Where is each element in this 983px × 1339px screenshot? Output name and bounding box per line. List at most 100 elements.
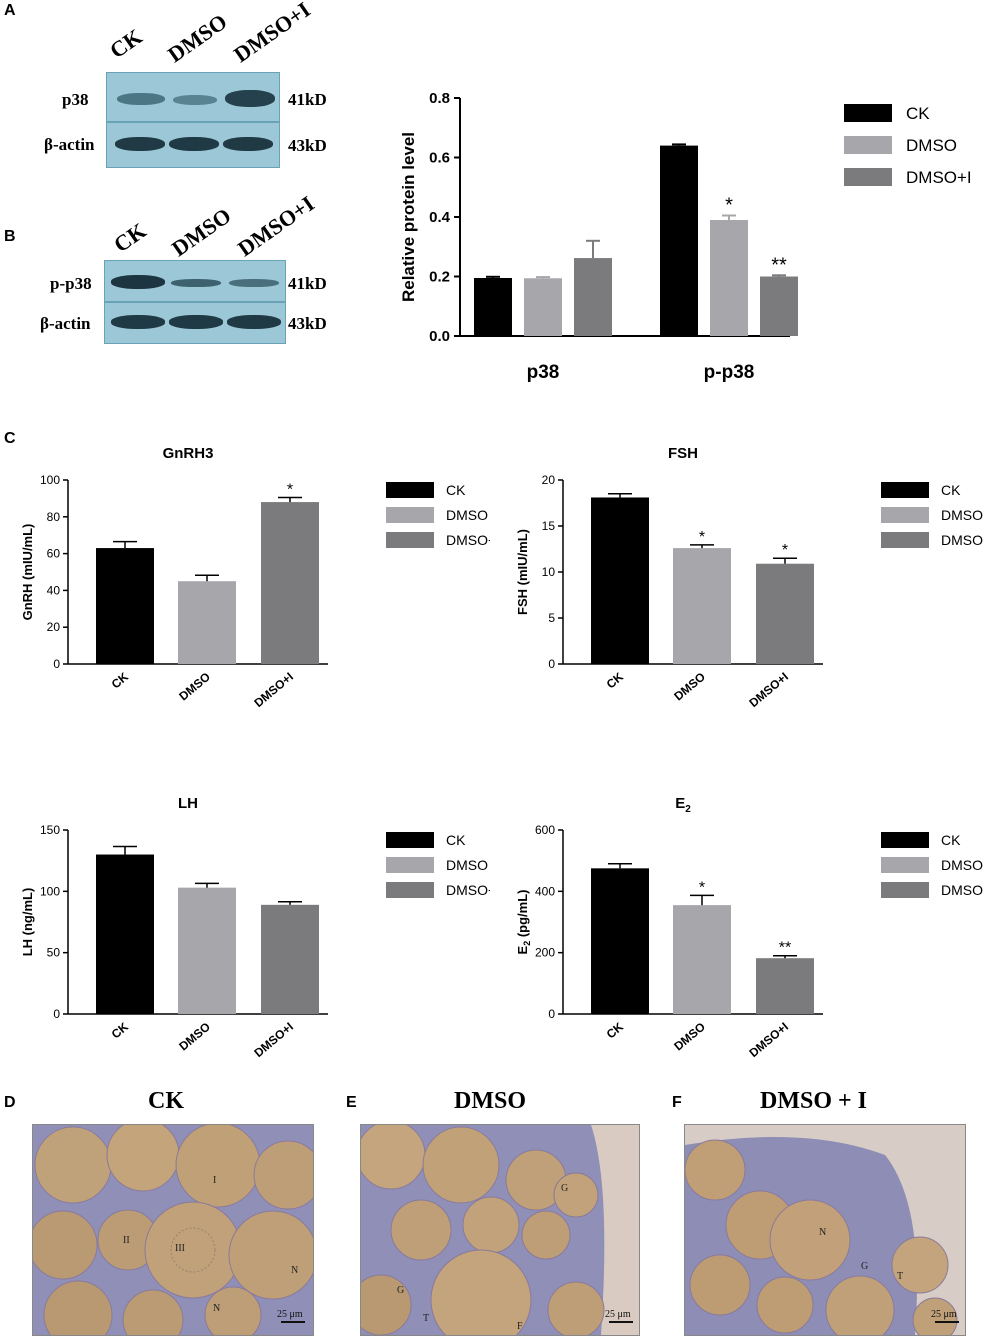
chart-lh: LH 0 50 100 150 LH (ng/mL) CK DMSO DMSO+I CK DMSO D… bbox=[20, 795, 490, 1061]
bar-p-p38-dmso bbox=[710, 219, 748, 336]
legend-label: DMSO+I bbox=[941, 882, 983, 898]
x-category-label: CK bbox=[604, 1019, 627, 1041]
y-tick-label: 100 bbox=[40, 473, 60, 487]
panel-label-a: A bbox=[4, 2, 16, 19]
bar-dmsoi bbox=[756, 563, 814, 664]
micrograph-dmso: G T F G 25 μm bbox=[360, 1124, 640, 1336]
y-tick-label: 50 bbox=[47, 946, 61, 960]
band bbox=[169, 315, 223, 329]
legend-swatch bbox=[386, 482, 434, 498]
band bbox=[229, 279, 279, 287]
chart-gnrh3: GnRH3 0 20 40 60 80 100 GnRH (mIU/mL) CK DMSO * DMS… bbox=[20, 445, 490, 710]
bar-dmso bbox=[673, 548, 731, 664]
bar-p38-dmsoi bbox=[574, 258, 612, 336]
y-axis-title: GnRH (mIU/mL) bbox=[20, 524, 35, 621]
bar-p-p38-ck bbox=[660, 145, 698, 336]
blot-row-label: β-actin bbox=[40, 314, 91, 333]
scale-label: 25 μm bbox=[931, 1309, 957, 1320]
band bbox=[171, 279, 221, 287]
legend-swatch bbox=[386, 832, 434, 848]
x-category-label: CK bbox=[604, 669, 627, 691]
legend-label: CK bbox=[906, 104, 930, 123]
nucleus-label: N bbox=[291, 1265, 299, 1276]
nucleus-label: N bbox=[213, 1303, 221, 1314]
y-axis-title: LH (ng/mL) bbox=[20, 888, 35, 957]
band bbox=[169, 137, 219, 151]
lane-label-dmso: DMSO bbox=[167, 202, 236, 262]
y-tick-label: 10 bbox=[542, 565, 556, 579]
granulosa-label: G bbox=[397, 1285, 405, 1296]
x-category-label: DMSO+I bbox=[251, 1020, 296, 1061]
x-category-label: DMSO+I bbox=[746, 1020, 791, 1061]
y-tick-label: 5 bbox=[548, 611, 555, 625]
legend-swatch bbox=[881, 857, 929, 873]
blot-strip-actin-a bbox=[106, 122, 280, 168]
band bbox=[115, 137, 165, 151]
chart-fsh: FSH 0 5 10 15 20 FSH (mIU/mL) CK * DMSO * DMSO+I CK D… bbox=[515, 445, 983, 710]
lane-label-dmso-i: DMSO+I bbox=[229, 0, 315, 68]
follicle-label: I bbox=[213, 1175, 217, 1186]
y-tick-label: 20 bbox=[542, 473, 556, 487]
legend-label: DMSO+I bbox=[906, 168, 972, 187]
significance-mark: * bbox=[699, 879, 705, 896]
follicle-label: III bbox=[175, 1243, 185, 1254]
band bbox=[111, 275, 165, 289]
bar-p38-dmso bbox=[524, 278, 562, 336]
band bbox=[223, 137, 273, 151]
y-tick-label: 0.8 bbox=[429, 90, 450, 107]
y-tick-label: 0 bbox=[548, 657, 555, 671]
x-category-label: DMSO bbox=[176, 670, 213, 704]
significance-mark: * bbox=[287, 481, 293, 498]
legend-label: DMSO bbox=[941, 507, 983, 523]
micrograph-title-ck: CK bbox=[148, 1088, 184, 1114]
bar-p-p38-dmsoi bbox=[760, 276, 798, 336]
follicle-label: II bbox=[123, 1235, 130, 1246]
chart-title: LH bbox=[178, 795, 198, 812]
scale-bar bbox=[609, 1321, 633, 1323]
y-tick-label: 400 bbox=[535, 884, 555, 898]
blot-row-label: p38 bbox=[62, 90, 89, 109]
y-tick-label: 0.2 bbox=[429, 269, 450, 286]
granulosa-label: G bbox=[561, 1183, 569, 1194]
significance-mark: * bbox=[699, 529, 705, 546]
y-tick-label: 60 bbox=[47, 547, 61, 561]
blot-row-label: p-p38 bbox=[50, 274, 92, 293]
significance-mark: * bbox=[725, 195, 733, 217]
y-tick-label: 40 bbox=[47, 583, 61, 597]
legend-swatch bbox=[386, 882, 434, 898]
bar-dmsoi bbox=[261, 904, 319, 1014]
lane-label-ck: CK bbox=[105, 23, 147, 64]
legend-swatch bbox=[881, 882, 929, 898]
legend-swatch bbox=[844, 136, 892, 154]
chart-e2: E2 0 200 400 600 E2 (pg/mL) CK * DMSO ** DMSO+I CK D… bbox=[515, 795, 983, 1061]
legend-swatch bbox=[386, 857, 434, 873]
bar-p38-ck bbox=[474, 277, 512, 336]
y-axis-title: FSH (mIU/mL) bbox=[515, 529, 530, 615]
ovary-section-ck bbox=[33, 1125, 313, 1335]
scale-bar bbox=[935, 1321, 959, 1323]
y-tick-label: 80 bbox=[47, 510, 61, 524]
x-category-label: DMSO bbox=[671, 1020, 708, 1054]
legend-swatch bbox=[844, 168, 892, 186]
lane-label-dmso-i: DMSO+I bbox=[233, 190, 319, 262]
y-tick-label: 150 bbox=[40, 823, 60, 837]
legend-swatch bbox=[881, 832, 929, 848]
ovary-section-dmso bbox=[361, 1125, 639, 1335]
y-tick-label: 0.0 bbox=[429, 328, 450, 345]
band bbox=[173, 95, 217, 105]
x-category-label: p-p38 bbox=[704, 362, 755, 383]
legend-label: DMSO bbox=[446, 857, 488, 873]
panel-label-e: E bbox=[346, 1094, 357, 1111]
kd-label: 41kD bbox=[288, 274, 327, 293]
legend-label: DMSO+I bbox=[446, 882, 490, 898]
x-category-label: p38 bbox=[527, 362, 560, 383]
theca-label: T bbox=[423, 1313, 430, 1324]
bar-dmso bbox=[178, 581, 236, 664]
granulosa-label: G bbox=[861, 1261, 869, 1272]
y-tick-label: 0.4 bbox=[429, 209, 451, 226]
legend-label: DMSO+I bbox=[446, 532, 490, 548]
bar-dmso bbox=[673, 905, 731, 1014]
lane-label-dmso: DMSO bbox=[163, 8, 232, 68]
panel-label-c: C bbox=[4, 430, 16, 447]
scale-label: 25 μm bbox=[277, 1309, 303, 1320]
